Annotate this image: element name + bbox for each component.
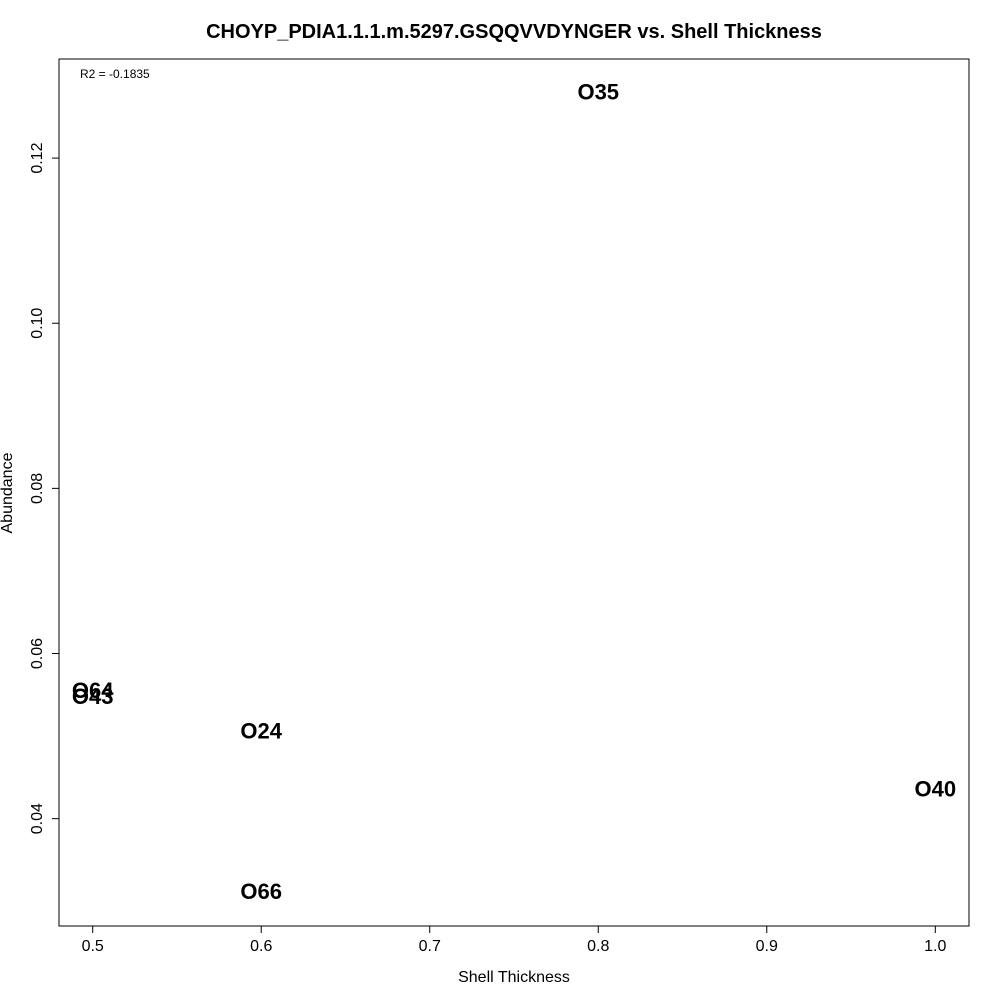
y-tick-label: 0.12	[29, 142, 46, 173]
x-tick-label: 0.9	[756, 938, 778, 955]
point-label-o24: O24	[240, 719, 282, 744]
y-axis-title: Abundance	[0, 452, 16, 533]
point-label-o43: O43	[72, 684, 114, 709]
x-axis: 0.5 0.6 0.7 0.8 0.9 1.0	[82, 925, 947, 955]
r2-annotation: R2 = -0.1835	[80, 67, 150, 81]
point-label-o40: O40	[914, 776, 956, 801]
x-tick-label: 0.5	[82, 938, 104, 955]
point-label-o66: O66	[240, 879, 282, 904]
y-tick-label: 0.04	[29, 803, 46, 834]
x-axis-title: Shell Thickness	[458, 969, 570, 986]
point-label-o64: O64	[72, 678, 114, 703]
x-tick-label: 0.7	[419, 938, 441, 955]
plot-frame	[58, 58, 970, 927]
y-tick-label: 0.08	[29, 473, 46, 504]
chart-title: CHOYP_PDIA1.1.1.m.5297.GSQQVVDYNGER vs. …	[206, 21, 822, 43]
x-tick-label: 0.8	[587, 938, 609, 955]
x-tick-label: 0.6	[250, 938, 272, 955]
point-label-o35: O35	[577, 80, 619, 105]
y-tick-label: 0.06	[29, 638, 46, 669]
x-tick-label: 1.0	[924, 938, 946, 955]
y-tick-label: 0.10	[29, 308, 46, 339]
y-axis: 0.04 0.06 0.08 0.10 0.12	[29, 142, 60, 834]
